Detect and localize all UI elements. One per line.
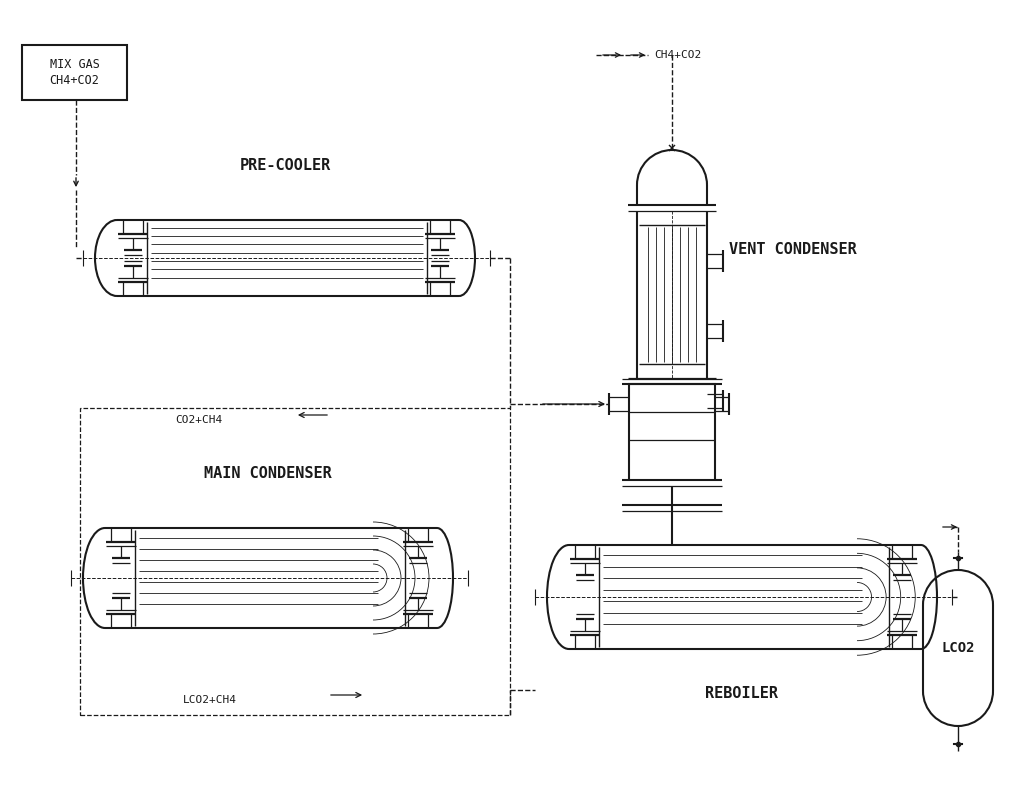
- Text: LCO2: LCO2: [941, 641, 974, 655]
- Text: CO2+CH4: CO2+CH4: [175, 415, 223, 425]
- Text: CH4+CO2: CH4+CO2: [654, 50, 701, 60]
- Bar: [22, 45, 127, 100]
- Text: MIX GAS
CH4+CO2: MIX GAS CH4+CO2: [49, 58, 99, 87]
- Text: MAIN CONDENSER: MAIN CONDENSER: [204, 466, 332, 480]
- Text: VENT CONDENSER: VENT CONDENSER: [729, 242, 857, 258]
- Bar: [80, 408, 510, 715]
- Text: PRE-COOLER: PRE-COOLER: [239, 157, 331, 173]
- Text: REBOILER: REBOILER: [705, 687, 778, 701]
- Text: LCO2+CH4: LCO2+CH4: [182, 695, 237, 705]
